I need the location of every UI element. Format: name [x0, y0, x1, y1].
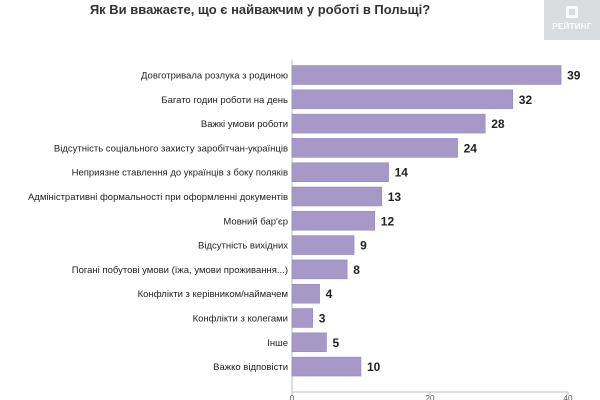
value-label: 24 [464, 141, 478, 155]
category-label: Важко відповісти [213, 362, 288, 373]
value-label: 13 [388, 190, 402, 204]
value-label: 8 [353, 263, 360, 277]
x-tick-label: 40 [564, 394, 573, 400]
value-label: 14 [395, 166, 409, 180]
value-label: 9 [360, 239, 367, 253]
value-label: 5 [333, 336, 340, 350]
bar [291, 235, 355, 255]
value-label: 4 [326, 287, 333, 301]
bar [291, 65, 562, 85]
category-label: Довготривала розлука з родиною [141, 71, 288, 82]
bar [291, 138, 458, 158]
bar [291, 283, 320, 304]
bar [291, 332, 327, 353]
chart-title: Як Ви вважаєте, що є найважчим у роботі … [89, 2, 431, 17]
value-label: 12 [381, 214, 395, 228]
bar [291, 186, 382, 207]
category-label: Мовний бар'єр [223, 216, 288, 227]
category-label: Відсутність вихідних [198, 241, 288, 252]
category-label: Конфлікти з колегами [193, 314, 288, 325]
value-label: 28 [491, 117, 505, 131]
category-label: Конфлікти з керівником/наймачем [138, 289, 288, 300]
category-label: Багато годин роботи на день [161, 95, 288, 106]
rating-logo-icon [566, 6, 578, 18]
value-label: 39 [567, 69, 581, 83]
category-label: Погані побутові умови (їжа, умови прожив… [72, 265, 288, 276]
value-label: 32 [519, 93, 533, 107]
bar [291, 259, 348, 280]
value-label: 10 [367, 360, 381, 374]
category-label: Інше [267, 338, 288, 349]
category-label: Неприязне ставлення до українців з боку … [72, 168, 288, 179]
bar [291, 308, 313, 328]
bar [291, 162, 389, 182]
bar [291, 89, 514, 110]
category-label: Відсутність соціального захисту заробітч… [54, 143, 288, 154]
rating-logo: РЕЙТИНГ [544, 0, 600, 40]
x-tick-label: 0 [290, 394, 295, 400]
category-label: Адміністративні формальності при оформле… [28, 192, 288, 203]
bar [291, 113, 486, 134]
category-label: Важкі умови роботи [201, 119, 288, 130]
value-label: 3 [319, 312, 326, 326]
rating-logo-text: РЕЙТИНГ [552, 22, 592, 31]
bar [291, 356, 362, 377]
bar [291, 211, 376, 231]
x-tick-label: 20 [426, 394, 435, 400]
